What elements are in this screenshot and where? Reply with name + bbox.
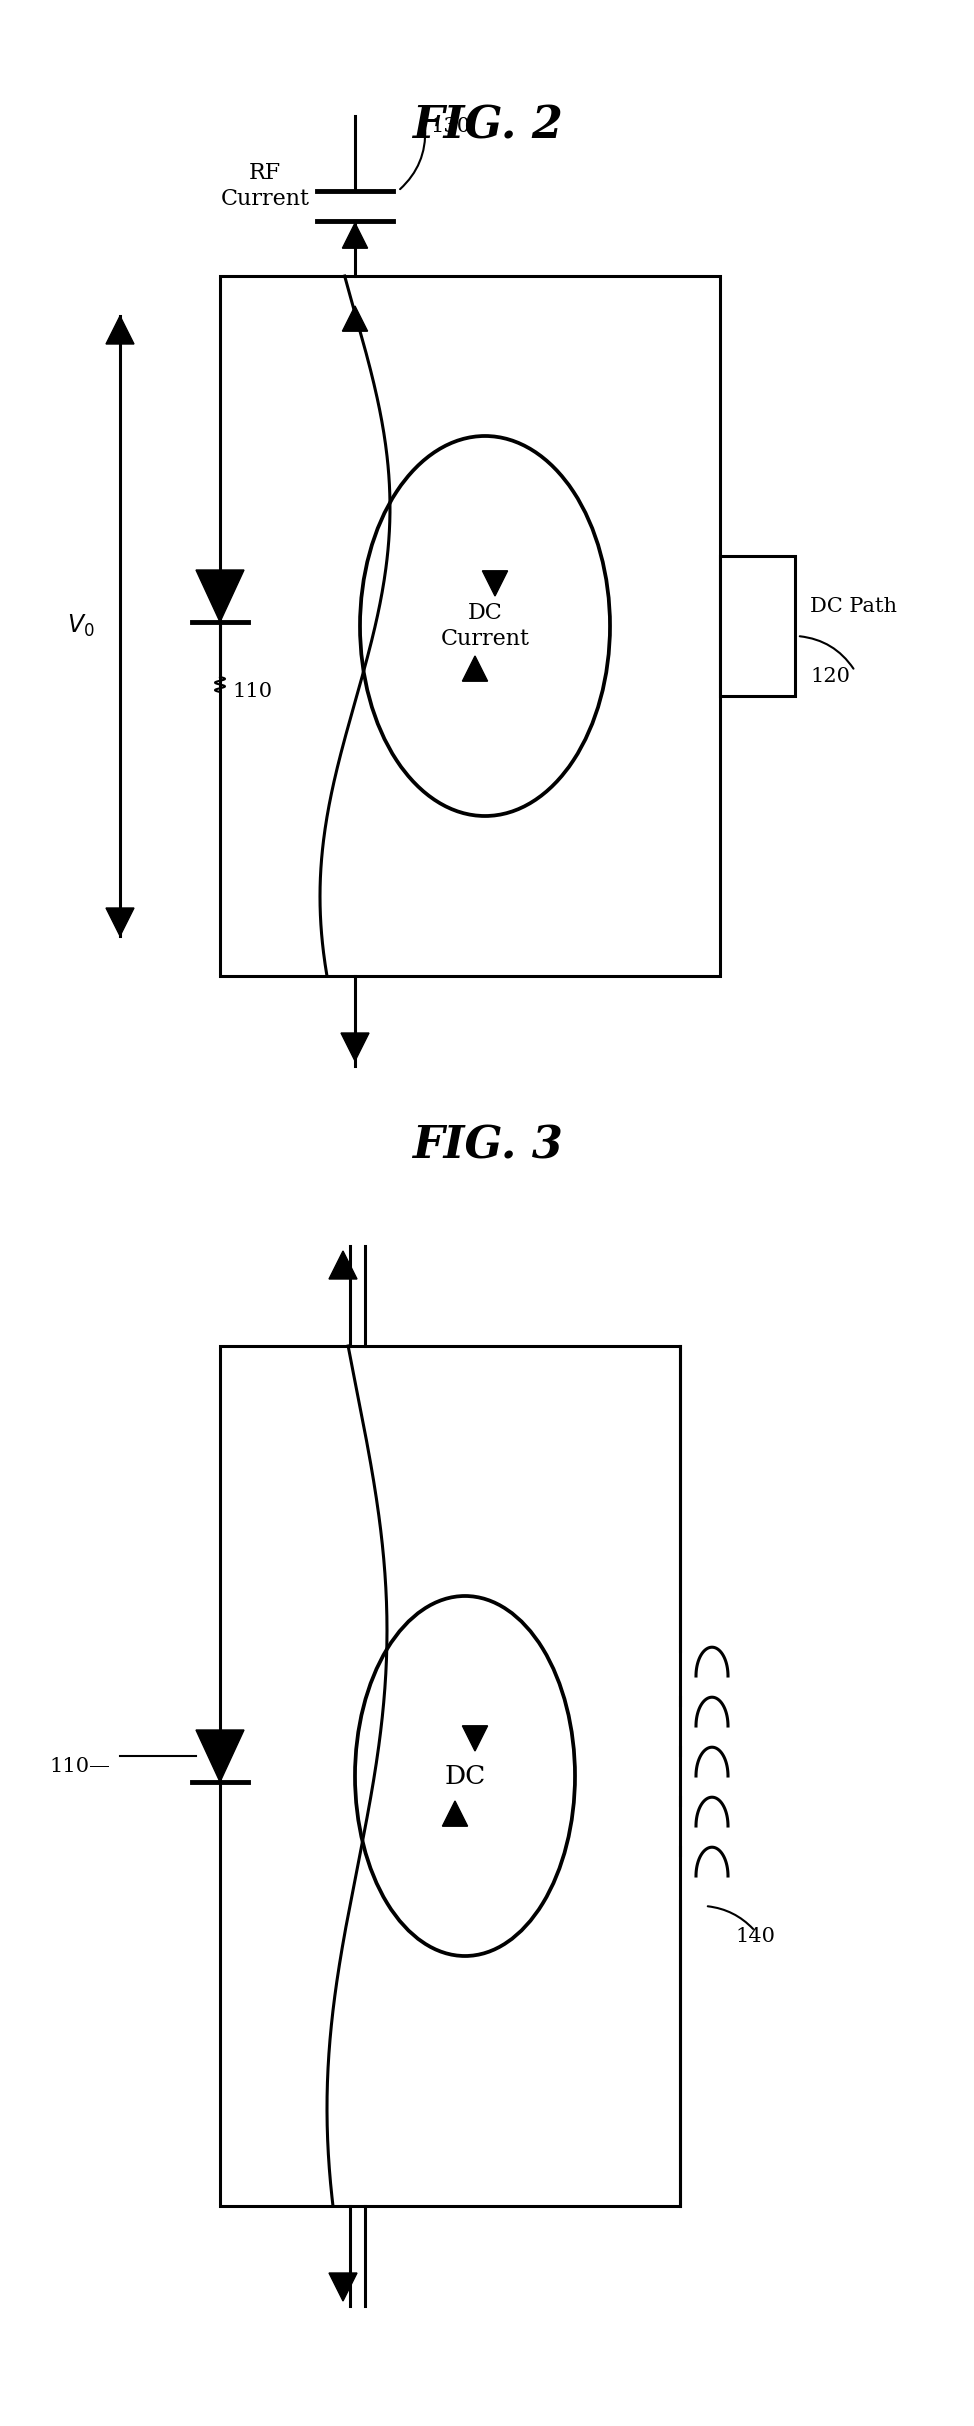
Polygon shape bbox=[343, 223, 367, 247]
Bar bbox=[220, 1346, 680, 2205]
Text: 120: 120 bbox=[810, 667, 850, 687]
Polygon shape bbox=[196, 570, 244, 621]
Text: 140: 140 bbox=[735, 1926, 775, 1946]
Polygon shape bbox=[196, 1730, 244, 1783]
Text: 130: 130 bbox=[430, 116, 470, 136]
Polygon shape bbox=[343, 306, 367, 332]
Bar bbox=[720, 556, 795, 696]
Text: DC: DC bbox=[444, 1764, 486, 1788]
Polygon shape bbox=[463, 655, 488, 682]
Text: $V_0$: $V_0$ bbox=[67, 614, 95, 638]
Polygon shape bbox=[341, 1033, 369, 1060]
Bar bbox=[720, 556, 795, 696]
Text: FIG. 3: FIG. 3 bbox=[412, 1126, 562, 1167]
Text: DC
Current: DC Current bbox=[440, 602, 530, 650]
Bar bbox=[220, 277, 720, 975]
Text: 110—: 110— bbox=[49, 1756, 110, 1776]
Polygon shape bbox=[106, 315, 134, 344]
Polygon shape bbox=[329, 2273, 357, 2300]
Text: RF
Current: RF Current bbox=[220, 163, 310, 209]
Polygon shape bbox=[329, 1252, 357, 1279]
Polygon shape bbox=[442, 1800, 468, 1827]
Polygon shape bbox=[463, 1725, 488, 1752]
Polygon shape bbox=[482, 570, 507, 597]
Text: 110: 110 bbox=[232, 682, 272, 701]
Polygon shape bbox=[106, 907, 134, 936]
Text: DC Path: DC Path bbox=[810, 597, 897, 616]
Text: FIG. 2: FIG. 2 bbox=[412, 104, 562, 148]
